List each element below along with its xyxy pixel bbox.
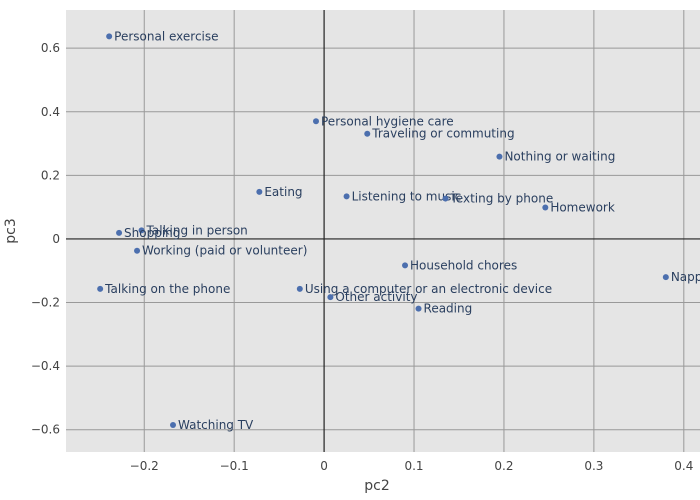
data-point-label: Household chores: [410, 258, 517, 272]
y-tick-label: −0.4: [31, 359, 60, 373]
gridlines: [66, 10, 700, 452]
data-point[interactable]: [106, 33, 113, 40]
y-tick-label: 0: [52, 232, 60, 246]
data-points: Personal exercise Personal hygiene careTr…: [97, 29, 700, 432]
x-axis-title: pc2: [364, 478, 390, 494]
data-point[interactable]: [402, 262, 409, 269]
x-tick-label: −0.2: [130, 459, 159, 473]
x-tick-label: 0.2: [494, 459, 513, 473]
data-point-label: Homework: [550, 200, 615, 214]
data-point[interactable]: [170, 421, 177, 428]
y-axis-title: pc3: [3, 218, 19, 244]
x-tick-label: 0: [320, 459, 328, 473]
data-point-label: Texting by phone: [450, 192, 554, 206]
data-point-label: Talking in person: [146, 223, 248, 237]
data-point-label: Using a computer or an electronic device: [305, 282, 552, 296]
y-tick-label: 0.2: [41, 168, 60, 182]
zero-lines: [66, 10, 700, 452]
data-point-label: Listening to music: [352, 189, 462, 203]
data-point-label: Other activity: [335, 290, 417, 304]
data-point-label: Reading: [424, 302, 473, 316]
data-point[interactable]: [364, 130, 371, 137]
data-point-label: Personal exercise: [114, 29, 218, 43]
data-point-label: Nothing or waiting: [504, 150, 615, 164]
y-tick-label: 0.4: [41, 105, 60, 119]
data-point[interactable]: [116, 229, 123, 236]
x-tick-label: −0.1: [220, 459, 249, 473]
data-point[interactable]: [343, 193, 350, 200]
data-point-label: Talking on the phone: [104, 282, 230, 296]
data-point[interactable]: [138, 227, 145, 234]
data-point[interactable]: [442, 195, 449, 202]
x-tick-label: 0.4: [674, 459, 693, 473]
tick-labels: −0.2 −0.1 0 0.1 0.2 0.3 0.4 −0.6 −0.4 −0.2 0 0.2 0.4…: [31, 41, 694, 473]
data-point-label: Traveling or commuting: [371, 127, 514, 141]
data-point[interactable]: [313, 118, 320, 125]
data-point[interactable]: [327, 294, 334, 301]
data-point-label: Working (paid or volunteer): [142, 244, 307, 258]
y-tick-label: −0.6: [31, 423, 60, 437]
data-point-label: Napping: [671, 270, 700, 284]
data-point[interactable]: [542, 204, 549, 211]
x-tick-label: 0.1: [404, 459, 423, 473]
data-point-label: Watching TV: [178, 418, 254, 432]
data-point[interactable]: [296, 285, 303, 292]
data-point-label: Personal hygiene care: [321, 114, 454, 128]
y-tick-label: 0.6: [41, 41, 60, 55]
data-point[interactable]: [97, 285, 104, 292]
y-tick-label: −0.2: [31, 296, 60, 310]
x-tick-label: 0.3: [584, 459, 603, 473]
data-point[interactable]: [134, 247, 141, 254]
data-point-label: Shopping: [124, 226, 180, 240]
data-point[interactable]: [662, 274, 669, 281]
data-point[interactable]: [496, 153, 503, 160]
data-point[interactable]: [256, 188, 263, 195]
data-point-label: Eating: [264, 185, 302, 199]
data-point[interactable]: [415, 305, 422, 312]
